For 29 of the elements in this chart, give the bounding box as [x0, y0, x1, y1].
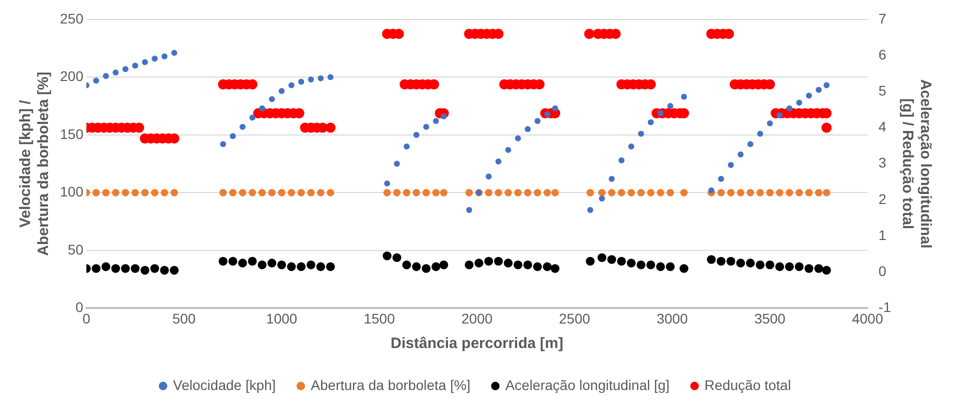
y-tick-label: 50	[68, 241, 84, 258]
y2-tick-label: 4	[878, 118, 887, 135]
y2-tick-label: 0	[878, 262, 887, 279]
y-axis-title: Velocidade [kph] / Abertura da borboleta [%]	[17, 72, 52, 256]
x-tick-label: 2000	[461, 310, 493, 326]
y2-tick-label: 5	[878, 82, 887, 98]
y2-tick-label: 1	[878, 226, 887, 243]
legend-label: Redução total	[704, 376, 791, 393]
legend-label: Aceleração longitudinal [g]	[505, 376, 670, 393]
legend-label: Abertura da borboleta [%]	[310, 376, 470, 393]
y-tick-label: 0	[76, 299, 84, 316]
x-tick-label: 1000	[266, 310, 298, 326]
x-tick-label: 3000	[656, 310, 688, 326]
y-tick-label: 150	[60, 126, 84, 142]
y-tick-label: 250	[60, 10, 84, 26]
y2-tick-label: 3	[878, 154, 887, 171]
y2-tick-label: 7	[878, 10, 887, 26]
x-tick-label: 4000	[852, 310, 884, 326]
x-tick-label: 2500	[559, 310, 590, 326]
y2-axis-title: Aceleração longitudinal [g] / Redução total	[898, 79, 934, 248]
legend-label: Velocidade [kph]	[173, 376, 276, 393]
x-axis-title: Distância percorrida [m]	[390, 335, 564, 352]
x-tick-label: 500	[172, 310, 196, 326]
y-tick-label: 100	[60, 184, 84, 200]
x-tick-label: 3500	[754, 310, 786, 326]
x-tick-label: 1500	[364, 310, 396, 326]
y2-tick-label: 6	[878, 46, 887, 62]
y-tick-label: 200	[60, 68, 84, 84]
y2-tick-label: 2	[878, 190, 887, 207]
